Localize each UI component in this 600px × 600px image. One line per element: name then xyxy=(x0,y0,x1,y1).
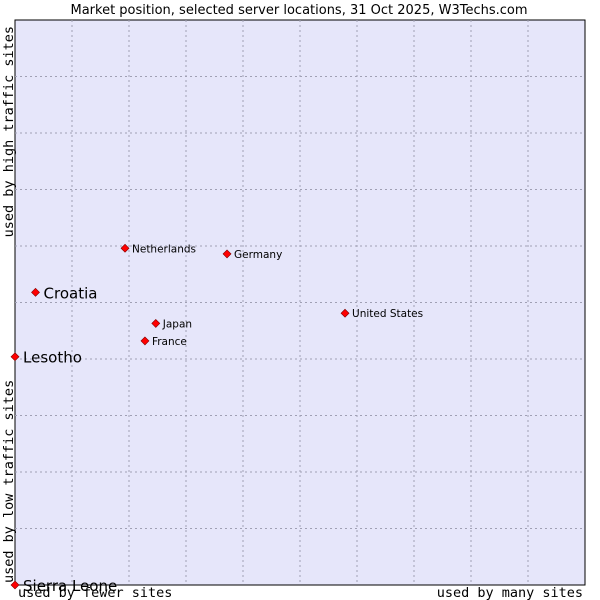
point-label-japan: Japan xyxy=(162,318,192,330)
x-axis-label-low: used by fewer sites xyxy=(18,585,172,600)
x-axis-label-high: used by many sites xyxy=(437,585,583,600)
point-label-france: France xyxy=(152,336,187,348)
point-label-united-states: United States xyxy=(352,308,423,320)
y-axis-label-low: used by low traffic sites xyxy=(1,380,17,583)
point-label-croatia: Croatia xyxy=(44,284,98,302)
point-marker-lesotho xyxy=(10,352,20,362)
grid-lines xyxy=(15,20,585,585)
point-marker-germany xyxy=(222,249,232,259)
point-marker-japan xyxy=(151,318,161,328)
point-label-sierra-leone: Sierra Leone xyxy=(23,577,117,595)
chart-title: Market position, selected server locatio… xyxy=(70,3,527,18)
point-marker-united-states xyxy=(340,308,350,318)
data-points: Netherlands Germany Croatia United States Ja… xyxy=(10,243,423,595)
point-marker-netherlands xyxy=(120,243,130,253)
point-label-lesotho: Lesotho xyxy=(23,349,82,367)
point-marker-france xyxy=(140,336,150,346)
point-label-germany: Germany xyxy=(234,249,282,261)
point-label-netherlands: Netherlands xyxy=(132,243,196,255)
y-axis-label-high: used by high traffic sites xyxy=(1,26,17,237)
point-marker-croatia xyxy=(31,287,40,297)
point-marker-sierra-leone xyxy=(10,580,20,590)
